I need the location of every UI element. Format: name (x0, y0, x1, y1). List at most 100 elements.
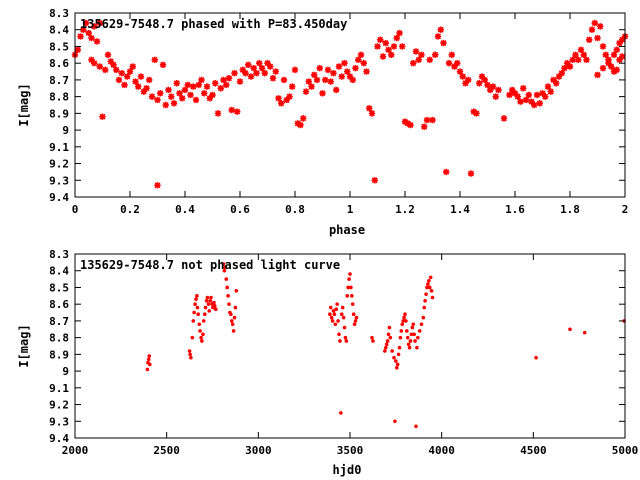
y-tick-label: 9.1 (49, 382, 69, 395)
data-point (121, 81, 128, 89)
data-point (187, 349, 192, 353)
data-point (434, 33, 442, 40)
data-point (129, 63, 136, 70)
data-point (371, 339, 375, 343)
data-point (536, 100, 543, 107)
data-point (289, 83, 296, 90)
data-point (91, 59, 98, 67)
data-point (594, 71, 601, 79)
data-point (308, 83, 315, 90)
data-point (348, 272, 352, 276)
data-point (383, 345, 388, 350)
data-point (132, 78, 139, 85)
data-point (162, 101, 169, 109)
data-point (347, 277, 351, 281)
y-tick-label: 8.6 (49, 57, 69, 70)
data-point (586, 36, 593, 43)
data-point (350, 302, 355, 306)
data-point (297, 121, 304, 129)
data-point (209, 295, 213, 300)
data-point (154, 182, 161, 189)
data-point (124, 73, 131, 80)
unphased-light-curve-plot: 135629-7548.7 not phased light curve hjd… (17, 248, 638, 477)
data-point (208, 299, 213, 303)
data-point (407, 121, 414, 129)
data-point (422, 305, 427, 310)
data-point (489, 83, 497, 90)
data-point (203, 83, 211, 90)
data-point (357, 51, 365, 59)
data-point (400, 322, 405, 327)
y-tick-label: 9.4 (49, 191, 69, 204)
x-tick-label: 0.8 (285, 203, 305, 216)
y-axis-label: I[mag] (17, 83, 31, 126)
data-point (605, 59, 612, 67)
data-point (462, 80, 469, 87)
data-point (245, 61, 252, 69)
data-point (352, 322, 357, 327)
data-point (500, 115, 508, 122)
data-point (82, 19, 90, 27)
data-point (514, 93, 521, 100)
data-point (385, 339, 390, 343)
data-point (214, 307, 218, 312)
data-point (394, 359, 398, 363)
data-point (344, 339, 349, 343)
data-point (332, 312, 337, 317)
data-point (566, 63, 574, 70)
data-point (85, 29, 92, 37)
data-point (256, 59, 263, 67)
data-point (319, 90, 326, 97)
data-point (547, 88, 554, 95)
data-point (269, 75, 277, 82)
data-point (220, 76, 227, 84)
data-point (410, 325, 415, 330)
data-point (201, 319, 206, 323)
data-point (234, 108, 241, 115)
data-point (533, 91, 541, 99)
data-point (201, 90, 208, 97)
data-point (212, 80, 219, 87)
data-point (118, 70, 125, 77)
x-tick-label: 0.6 (230, 203, 250, 216)
data-point (478, 73, 486, 80)
data-point (330, 319, 335, 323)
data-point (345, 294, 350, 298)
data-point (194, 297, 198, 301)
x-tick-label: 0.2 (120, 203, 140, 216)
data-point (179, 95, 186, 102)
data-point (196, 312, 200, 317)
data-point (302, 88, 310, 95)
data-point (221, 262, 226, 266)
data-point (264, 59, 271, 67)
data-point (564, 59, 571, 67)
data-point (484, 81, 491, 89)
data-point (154, 96, 161, 104)
data-point (360, 59, 367, 67)
data-point (481, 76, 488, 84)
data-point (157, 90, 164, 97)
data-point (96, 19, 103, 27)
data-point (383, 349, 387, 353)
data-point (173, 80, 180, 87)
data-point (168, 93, 175, 100)
data-point (531, 101, 538, 109)
data-point (200, 339, 204, 343)
chart-title: 135629-7548.7 phased with P=83.450day (80, 17, 347, 31)
data-point (555, 73, 563, 80)
data-point (569, 56, 576, 64)
data-point (412, 48, 420, 55)
data-point (329, 315, 334, 320)
data-point (424, 292, 428, 296)
data-point (558, 70, 565, 77)
data-point (283, 96, 290, 104)
x-tick-label: 0 (72, 203, 79, 216)
data-point (230, 322, 235, 327)
data-point (379, 53, 387, 60)
data-point (199, 335, 203, 340)
data-point (388, 335, 393, 340)
data-point (340, 305, 345, 310)
data-point (429, 289, 434, 293)
data-point (492, 93, 499, 100)
y-tick-label: 9.3 (49, 415, 69, 428)
